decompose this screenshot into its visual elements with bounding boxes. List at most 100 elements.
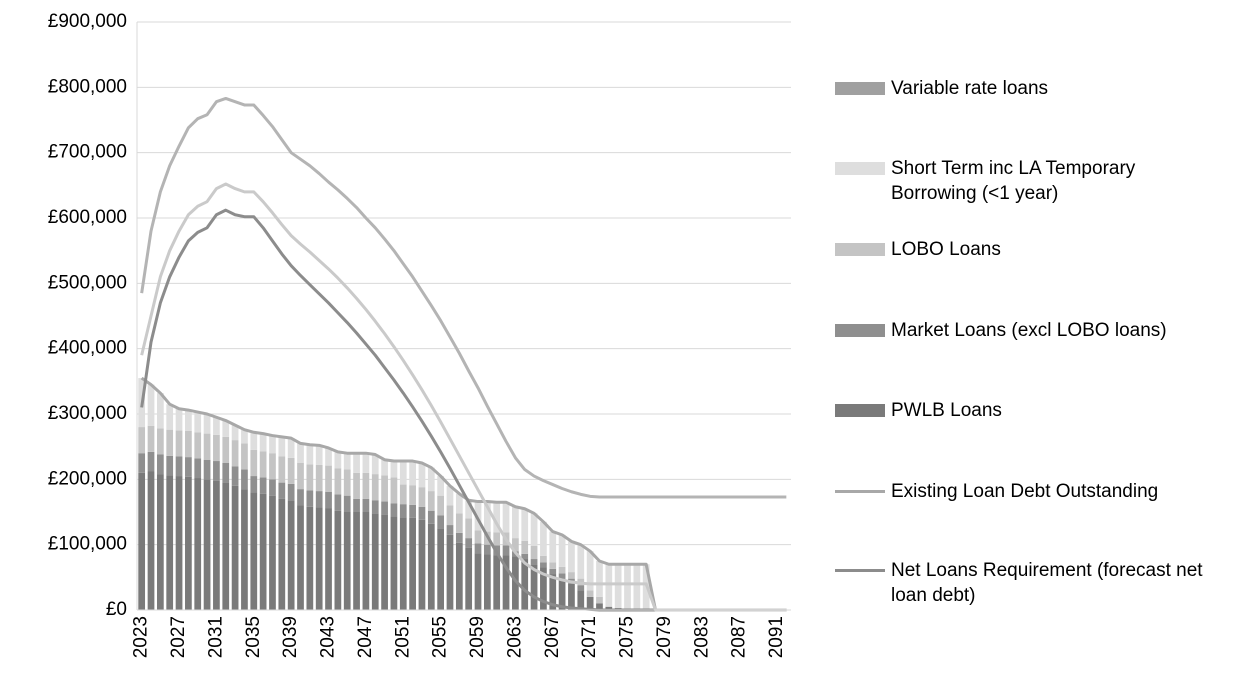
bar [493, 502, 501, 533]
x-tick-label: 2067 [542, 616, 563, 658]
legend-swatch [835, 318, 885, 343]
bar [390, 477, 398, 504]
bar [455, 532, 463, 543]
bar [166, 475, 174, 610]
bar [203, 479, 211, 610]
bar [558, 534, 566, 567]
x-tick-label: 2043 [318, 616, 339, 658]
bar [343, 495, 351, 512]
bar [427, 467, 435, 492]
bar [633, 564, 641, 609]
bar [287, 500, 295, 610]
bar [409, 461, 416, 486]
bar [540, 567, 547, 610]
bar [577, 544, 585, 579]
legend-label: LOBO Loans [891, 239, 1001, 260]
bar [465, 518, 473, 539]
bar [371, 454, 379, 475]
bar [175, 408, 183, 431]
bar [185, 430, 192, 458]
bar [269, 435, 276, 454]
bar [530, 559, 538, 565]
bar [512, 556, 519, 610]
bar [427, 523, 435, 610]
bar [241, 469, 248, 490]
bar [231, 485, 239, 610]
bar [278, 498, 286, 610]
bar [250, 476, 258, 493]
bar [493, 555, 501, 610]
bar [381, 501, 388, 515]
bar [371, 500, 379, 514]
bar [521, 559, 529, 610]
bar [493, 532, 501, 546]
x-tick-label: 2083 [691, 616, 712, 658]
x-tick-label: 2035 [243, 616, 264, 658]
bar [306, 490, 314, 507]
bar [390, 461, 398, 478]
bar [530, 545, 538, 560]
bar [540, 562, 547, 568]
bar [297, 505, 304, 610]
bar [147, 425, 155, 452]
bar [194, 458, 202, 479]
bar [325, 447, 332, 466]
x-tick-label: 2027 [168, 616, 189, 658]
bar [437, 528, 445, 610]
bar [325, 465, 332, 492]
bar [577, 590, 585, 610]
bar [259, 451, 267, 478]
x-tick-label: 2079 [654, 616, 675, 658]
legend-label: Market Loans (excl LOBO loans) [891, 320, 1167, 341]
bar [203, 459, 211, 480]
bar [596, 561, 603, 597]
bar [455, 542, 463, 610]
bar [362, 498, 370, 512]
bar [362, 512, 370, 610]
y-tick-label: £400,000 [48, 338, 127, 359]
bar [175, 456, 183, 477]
bar [156, 428, 164, 455]
bar [596, 603, 603, 610]
bar [427, 510, 435, 524]
bar [558, 573, 566, 579]
bar [138, 453, 146, 473]
bar [390, 503, 398, 517]
bar [568, 572, 575, 579]
legend-swatch [835, 76, 885, 101]
bar [175, 476, 183, 610]
legend-entry: LOBO Loans [835, 237, 1225, 262]
bar [185, 410, 192, 431]
bar [446, 505, 454, 526]
bar [624, 564, 631, 609]
legend-label: Short Term inc LA Temporary Borrowing (<… [891, 158, 1136, 204]
x-tick-label: 2087 [729, 616, 750, 658]
bar [269, 495, 276, 610]
bar [455, 513, 463, 533]
bar [194, 478, 202, 610]
bar [353, 512, 360, 610]
bar [502, 545, 510, 556]
bar [446, 485, 454, 506]
bar [166, 404, 174, 430]
bar [512, 538, 519, 552]
bar [558, 578, 566, 610]
x-tick-label: 2091 [766, 616, 787, 658]
y-tick-label: £100,000 [48, 534, 127, 555]
bar [250, 492, 258, 610]
bar [474, 553, 482, 610]
bar [418, 463, 426, 488]
bar [540, 521, 547, 556]
bar [521, 540, 529, 554]
bar [241, 443, 248, 470]
bar [315, 507, 323, 610]
bar [483, 544, 491, 555]
bar [297, 463, 304, 490]
bar [399, 504, 407, 518]
bar [549, 574, 557, 610]
bar [409, 504, 416, 518]
x-tick-label: 2031 [205, 616, 226, 658]
bar [502, 555, 510, 610]
line [140, 96, 787, 499]
